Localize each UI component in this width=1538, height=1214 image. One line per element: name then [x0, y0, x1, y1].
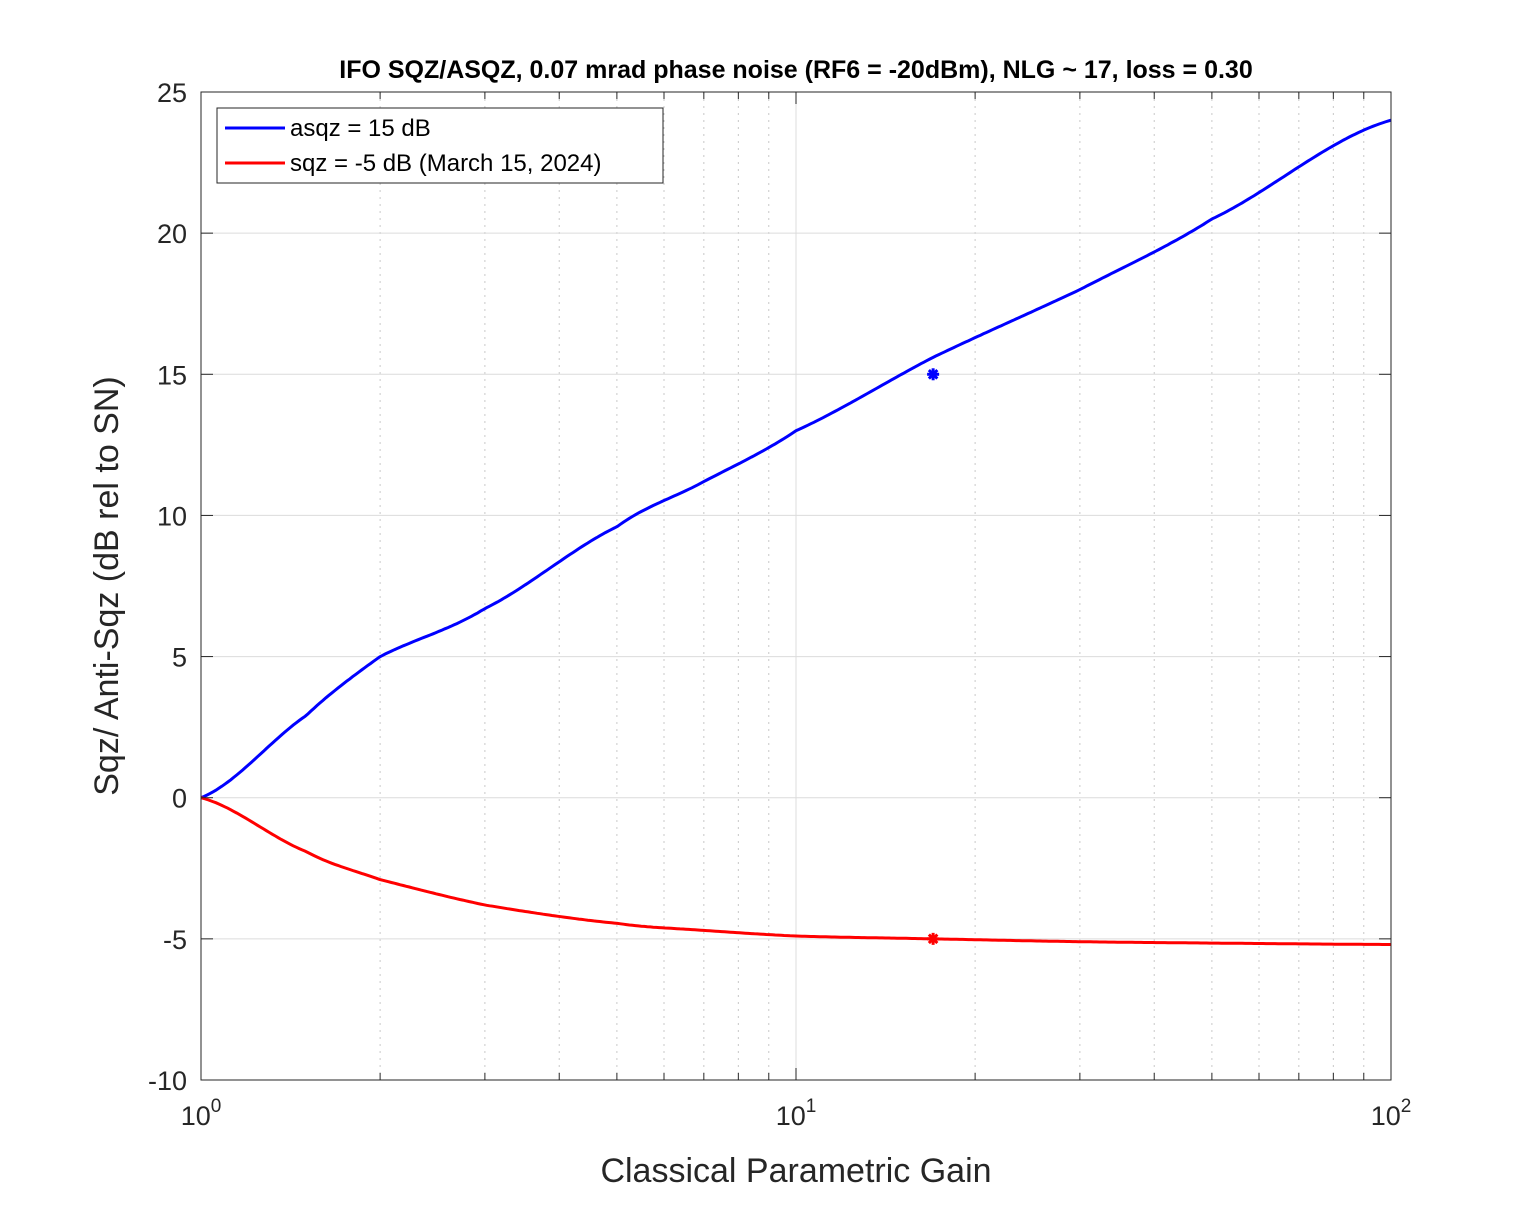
y-tick-label: -5 [163, 925, 187, 955]
y-tick-label: 0 [172, 784, 187, 814]
x-tick-exponent: 2 [1401, 1096, 1412, 1117]
y-tick-label: 25 [157, 78, 187, 108]
legend-label-sqz: sqz = -5 dB (March 15, 2024) [290, 150, 601, 177]
series-line-sqz [200, 796, 1391, 946]
x-tick-exponent: 1 [806, 1096, 817, 1117]
y-tick-label: 20 [157, 219, 187, 249]
y-axis-label: Sqz/ Anti-Sqz (dB rel to SN) [88, 376, 126, 796]
y-tick-label: -10 [148, 1066, 187, 1096]
y-tick-label: 5 [172, 643, 187, 673]
series-line-asqz [200, 118, 1392, 800]
grid [200, 91, 1392, 1081]
asterisk-marker-asqz [927, 368, 940, 381]
x-tick-base: 10 [776, 1101, 806, 1131]
legend: asqz = 15 dB sqz = -5 dB (March 15, 2024… [216, 107, 664, 184]
x-tick-base: 10 [1371, 1101, 1401, 1131]
x-tick-label: 102 [1371, 1096, 1412, 1131]
y-tick-label: 15 [157, 360, 187, 390]
legend-label-asqz: asqz = 15 dB [290, 115, 431, 142]
series-lines [200, 118, 1392, 946]
y-tick-label: 10 [157, 501, 187, 531]
marker-stroke [927, 933, 939, 945]
x-tick-base: 10 [181, 1101, 211, 1131]
marker-stroke [927, 368, 939, 380]
x-tick-exponent: 0 [211, 1096, 222, 1117]
plot-frame [200, 91, 1392, 1081]
x-axis-label: Classical Parametric Gain [600, 1152, 991, 1190]
chart-title: IFO SQZ/ASQZ, 0.07 mrad phase noise (RF6… [339, 56, 1253, 84]
x-tick-label: 100 [181, 1096, 222, 1131]
x-tick-label: 101 [776, 1096, 817, 1131]
asterisk-marker-sqz [927, 932, 940, 945]
axes [200, 91, 1392, 1081]
